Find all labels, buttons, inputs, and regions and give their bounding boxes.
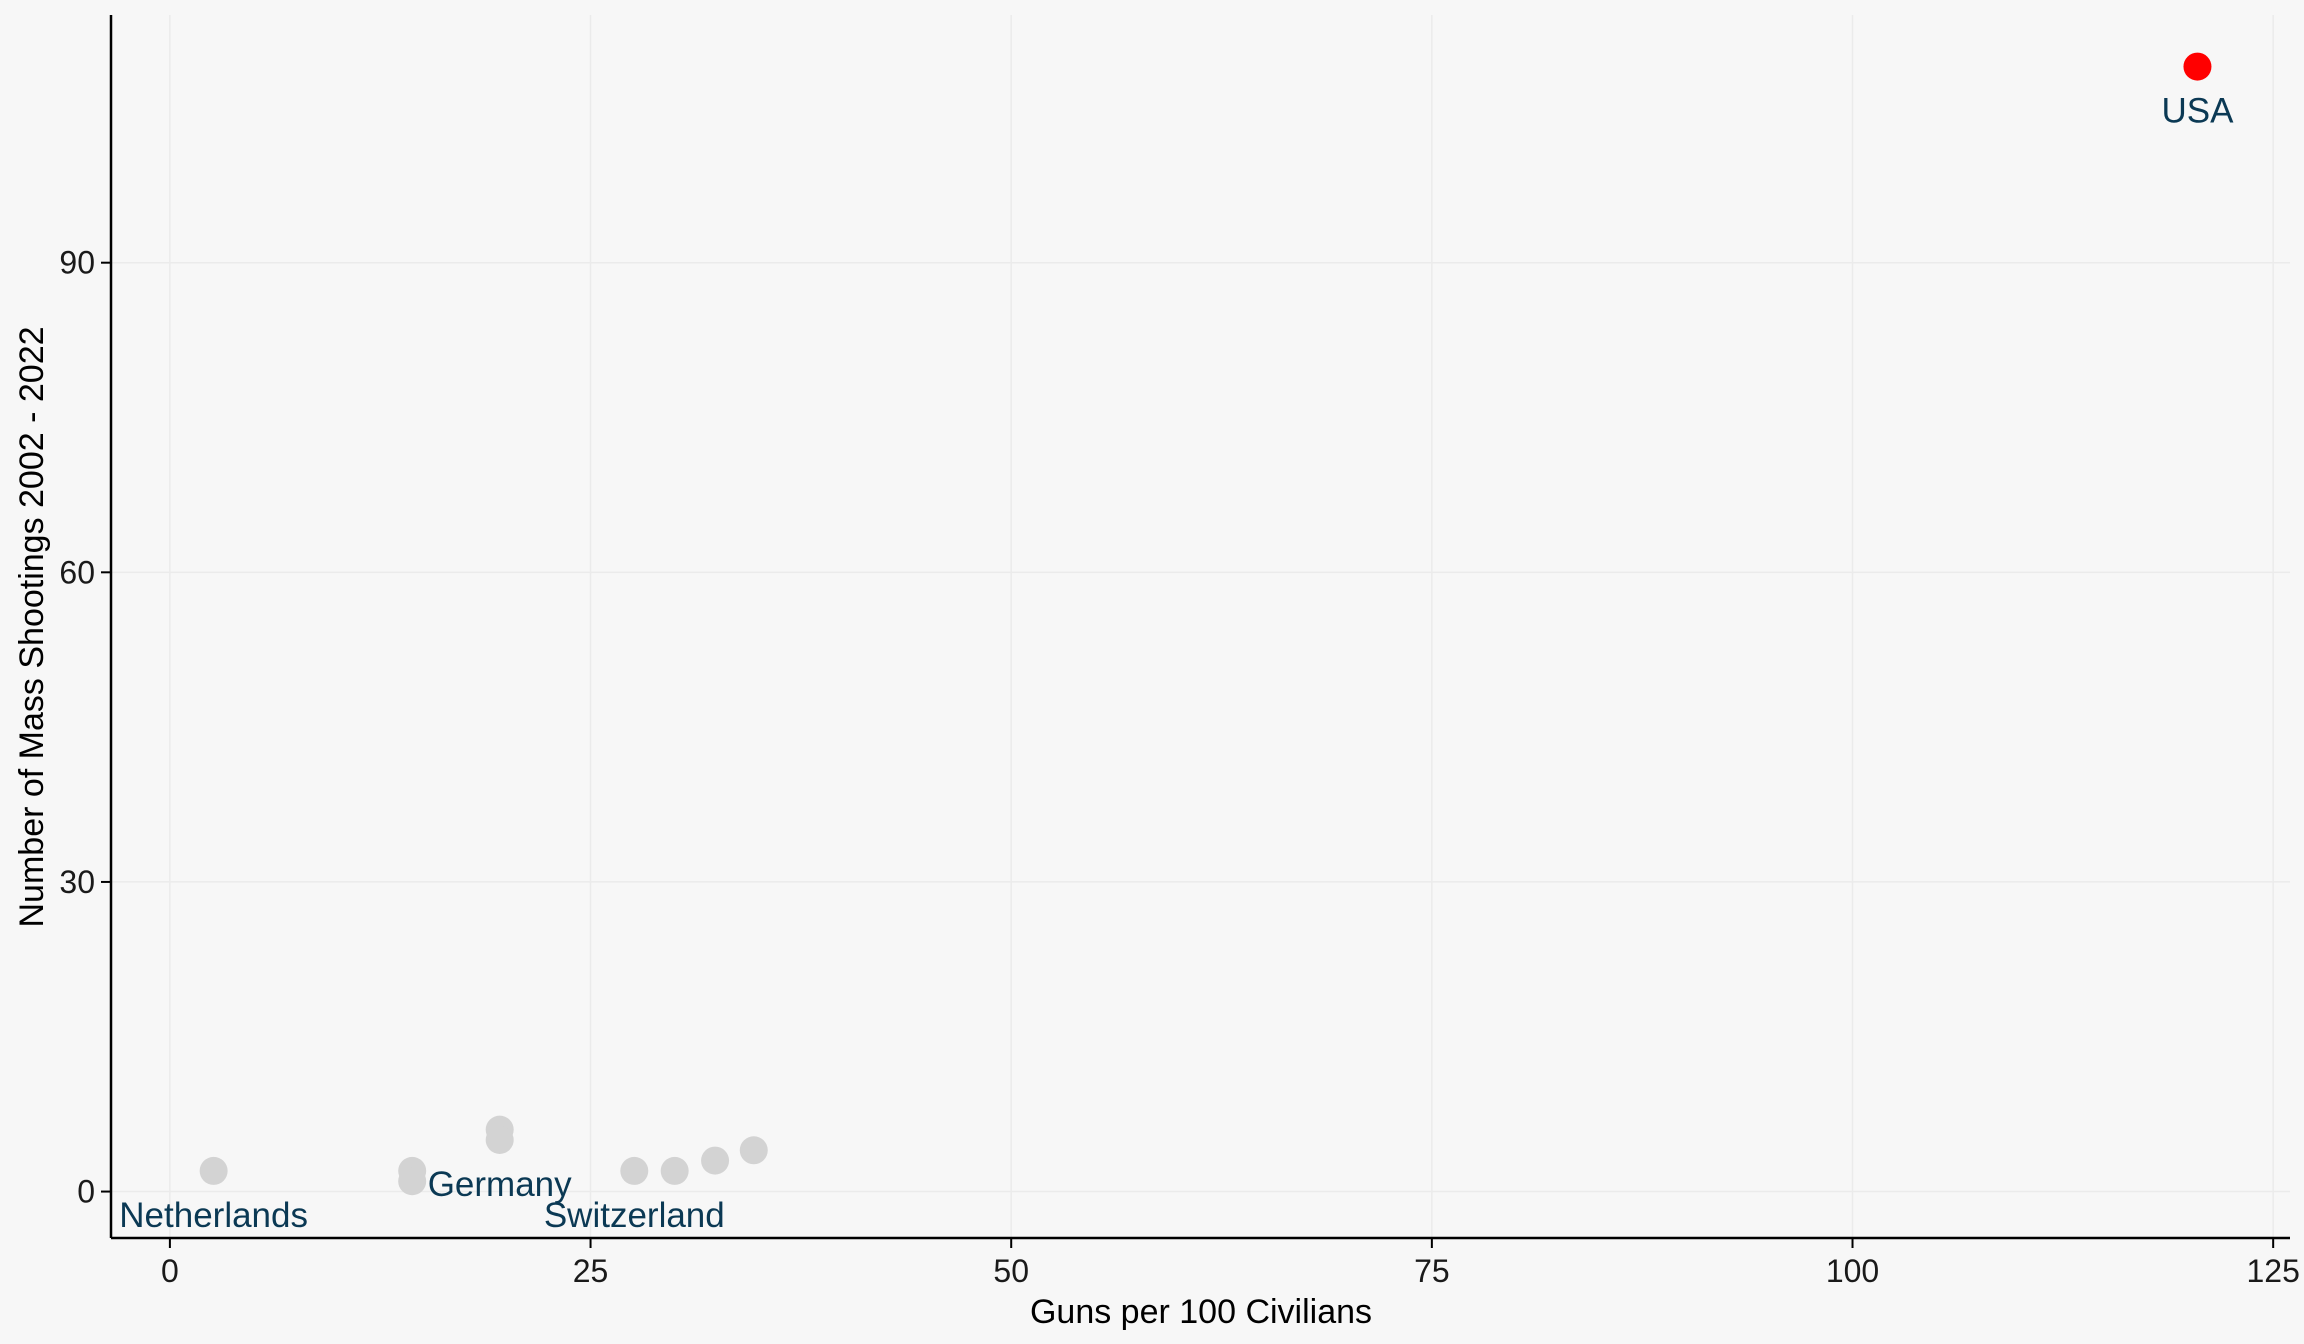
point-label: Switzerland	[544, 1196, 725, 1235]
tick-labels: 0 25 50 75 100 125 0 30 60 90	[59, 245, 2299, 1289]
data-points	[199, 52, 2212, 1196]
y-tick-label: 0	[77, 1174, 95, 1210]
data-point	[620, 1156, 649, 1185]
point-label: Netherlands	[119, 1196, 308, 1235]
data-point	[485, 1125, 514, 1154]
x-tick-label: 125	[2246, 1253, 2299, 1289]
x-tick-label: 50	[993, 1253, 1029, 1289]
x-axis-title: Guns per 100 Civilians	[1030, 1293, 1372, 1331]
data-point	[701, 1146, 730, 1175]
axes	[101, 15, 2290, 1248]
x-tick-label: 100	[1826, 1253, 1879, 1289]
data-point	[398, 1167, 427, 1196]
y-tick-label: 90	[59, 245, 95, 281]
data-point	[660, 1156, 689, 1185]
x-tick-label: 75	[1414, 1253, 1450, 1289]
point-label: USA	[2161, 92, 2234, 131]
highlighted-data-point	[2183, 52, 2212, 81]
y-axis-title: Number of Mass Shootings 2002 - 2022	[13, 326, 51, 927]
data-point	[739, 1136, 768, 1165]
x-tick-label: 0	[161, 1253, 179, 1289]
grid	[111, 15, 2290, 1238]
point-label: Germany	[428, 1165, 572, 1204]
y-tick-label: 30	[59, 864, 95, 900]
data-point	[199, 1156, 228, 1185]
x-tick-label: 25	[573, 1253, 609, 1289]
y-tick-label: 60	[59, 554, 95, 590]
